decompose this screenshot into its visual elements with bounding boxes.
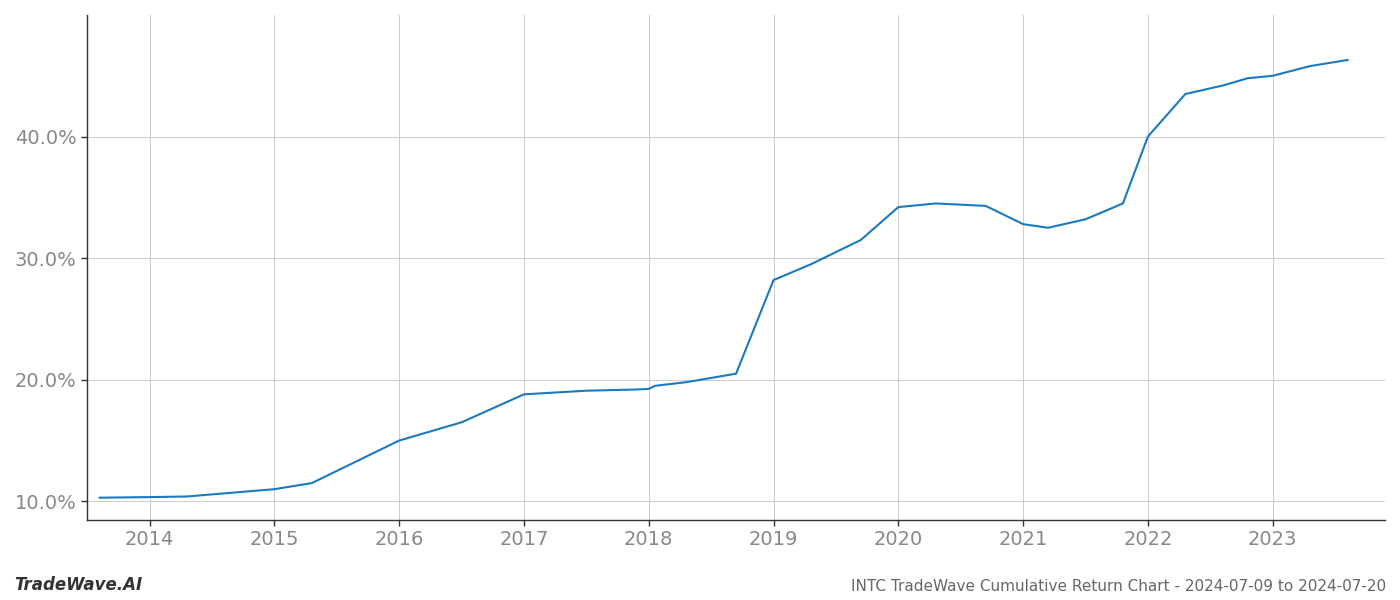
Text: TradeWave.AI: TradeWave.AI — [14, 576, 143, 594]
Text: INTC TradeWave Cumulative Return Chart - 2024-07-09 to 2024-07-20: INTC TradeWave Cumulative Return Chart -… — [851, 579, 1386, 594]
